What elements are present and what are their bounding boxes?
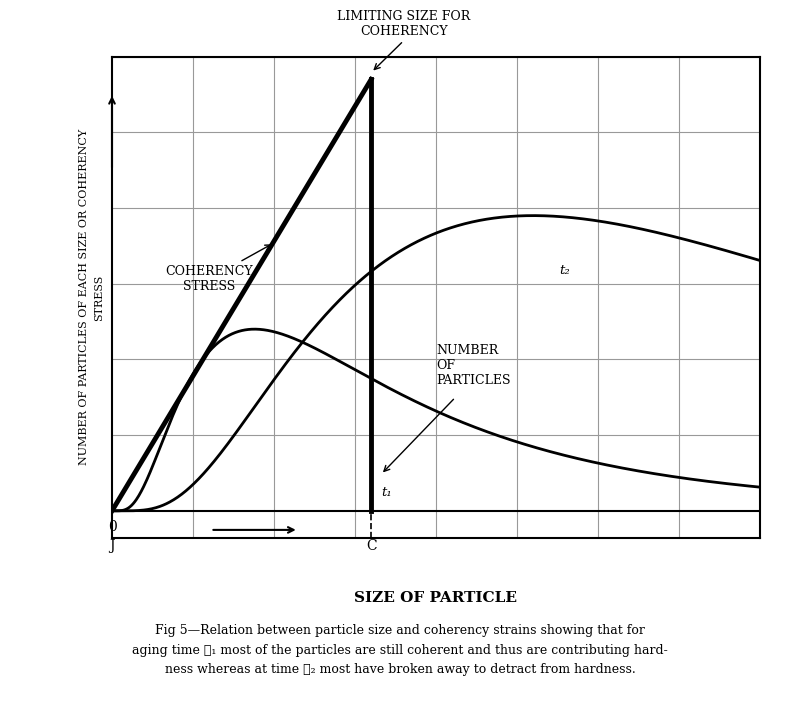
Text: C: C [366, 539, 377, 554]
Text: J: J [110, 539, 114, 554]
Text: t₂: t₂ [559, 263, 570, 277]
Text: Fig 5—Relation between particle size and coherency strains showing that for: Fig 5—Relation between particle size and… [155, 624, 645, 637]
Text: 0: 0 [108, 520, 116, 535]
Text: NUMBER
OF
PARTICLES: NUMBER OF PARTICLES [436, 344, 510, 387]
Text: COHERENCY
STRESS: COHERENCY STRESS [166, 245, 270, 293]
Text: aging time ℓ₁ most of the particles are still coherent and thus are contributing: aging time ℓ₁ most of the particles are … [132, 644, 668, 657]
Text: SIZE OF PARTICLE: SIZE OF PARTICLE [354, 591, 518, 605]
Text: ness whereas at time ℓ₂ most have broken away to detract from hardness.: ness whereas at time ℓ₂ most have broken… [165, 663, 635, 676]
Text: LIMITING SIZE FOR
COHERENCY: LIMITING SIZE FOR COHERENCY [337, 11, 470, 38]
Y-axis label: NUMBER OF PARTICLES OF EACH SIZE OR COHERENCY
STRESS: NUMBER OF PARTICLES OF EACH SIZE OR COHE… [79, 130, 104, 465]
Text: t₁: t₁ [381, 486, 392, 499]
